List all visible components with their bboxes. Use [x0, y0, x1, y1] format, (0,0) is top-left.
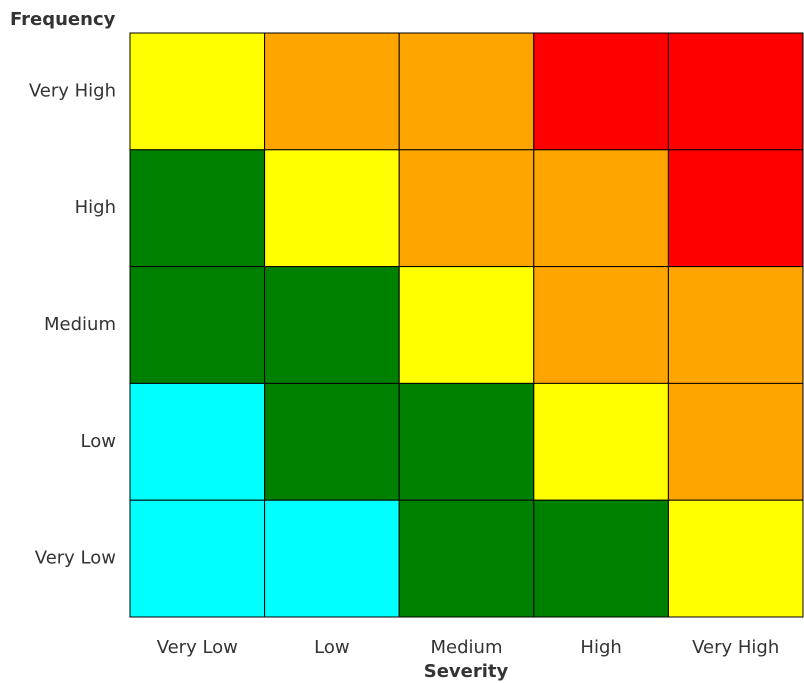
y-tick-label: Very Low	[35, 548, 116, 569]
cell	[264, 32, 400, 151]
cell	[398, 149, 535, 268]
cell	[533, 149, 669, 268]
cell	[398, 382, 535, 501]
cell	[533, 32, 669, 151]
cell	[667, 32, 804, 151]
y-tick-label: Low	[81, 431, 116, 452]
cell	[667, 266, 804, 384]
cell	[398, 32, 535, 151]
cell	[264, 499, 400, 618]
cell	[129, 266, 266, 384]
y-tick-label: Very High	[29, 80, 116, 101]
x-tick-label: Very Low	[157, 637, 238, 658]
cell	[533, 382, 669, 501]
cell	[129, 32, 266, 151]
cell	[533, 266, 669, 384]
cell	[264, 266, 400, 384]
y-tick-label: Medium	[44, 314, 116, 335]
cell	[398, 499, 535, 618]
cell	[667, 382, 804, 501]
x-tick-label: Medium	[431, 637, 503, 658]
cell	[264, 382, 400, 501]
y-axis-label: Frequency	[10, 9, 116, 30]
cell	[533, 499, 669, 618]
y-tick-label: High	[75, 197, 116, 218]
x-tick-label: Very High	[692, 637, 779, 658]
cell	[398, 266, 535, 384]
cell	[129, 149, 266, 268]
x-tick-label: High	[580, 637, 621, 658]
cell	[264, 149, 400, 268]
cell	[129, 499, 266, 618]
cell	[129, 382, 266, 501]
x-tick-label: Low	[314, 637, 349, 658]
cell	[667, 149, 804, 268]
x-axis-label: Severity	[424, 661, 509, 682]
cell	[667, 499, 804, 618]
